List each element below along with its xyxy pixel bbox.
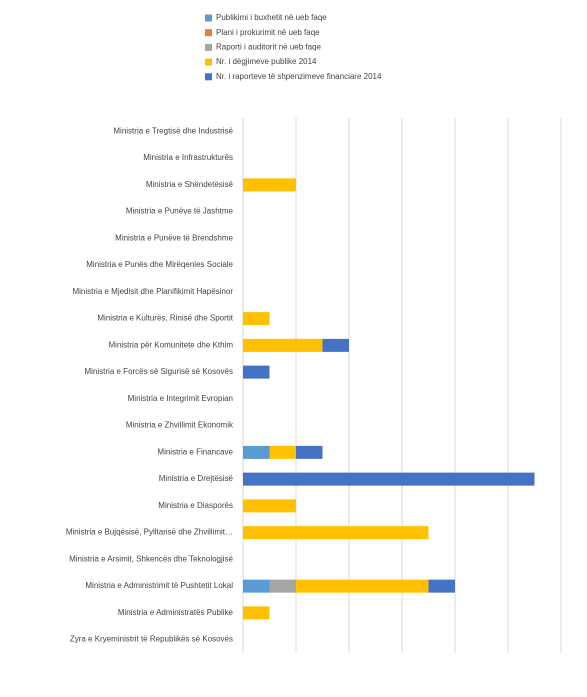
legend-swatch xyxy=(205,14,212,22)
bar-segment xyxy=(243,365,270,379)
legend-label: Nr. i dëgjimeve publike 2014 xyxy=(216,57,317,66)
y-tick-label: Ministria e Integrimit Evropian xyxy=(128,394,233,403)
y-tick-label: Ministria e Mjedisit dhe Planifikimit Ha… xyxy=(72,287,233,296)
bar-segment xyxy=(296,445,323,459)
legend-swatch xyxy=(205,58,212,66)
bar-segment xyxy=(243,526,429,540)
bar-segment xyxy=(296,579,429,593)
legend-swatch xyxy=(205,29,212,37)
bar-segment xyxy=(243,178,296,192)
y-tick-label: Ministria e Diasporës xyxy=(158,501,233,510)
y-tick-label: Ministria e Administrimit të Pushtetit L… xyxy=(85,581,233,590)
legend-label: Nr. i raporteve të shpenzimeve financiar… xyxy=(216,72,382,81)
y-tick-label: Zyra e Kryeministrit të Republikës së Ko… xyxy=(70,635,233,644)
bar-segment xyxy=(243,579,270,593)
legend-label: Raporti i auditorit në ueb faqe xyxy=(216,43,322,52)
y-tick-label: Ministria e Infrastrukturës xyxy=(143,153,233,162)
y-tick-label: Ministria e Arsimit, Shkencës dhe Teknol… xyxy=(69,554,233,563)
bar-segment xyxy=(243,312,270,326)
bar-segment xyxy=(243,606,270,620)
y-tick-label: Ministria e Punëve të Brendshme xyxy=(115,233,233,242)
y-tick-label: Ministria e Zhvillimit Ekonomik xyxy=(126,421,234,430)
y-tick-label: Ministria për Komunitete dhe Kthim xyxy=(109,340,234,349)
y-tick-label: Ministria e Forcës së Sigurisë së Kosovë… xyxy=(85,367,234,376)
y-tick-label: Ministria e Punëve të Jashtme xyxy=(126,207,234,216)
y-tick-label: Ministria e Financave xyxy=(157,447,233,456)
bar-segment xyxy=(243,338,323,352)
legend-swatch xyxy=(205,73,212,81)
bar-segment xyxy=(243,499,296,513)
y-tick-label: Ministria e Kulturës, Rinisë dhe Sportit xyxy=(97,314,233,323)
bar-segment xyxy=(269,445,296,459)
y-tick-label: Ministria e Shëndetësisë xyxy=(146,180,234,189)
bar-segment xyxy=(243,472,535,486)
bar-segment xyxy=(322,338,349,352)
y-tick-label: Ministria e Bujqësisë, Pylltarisë dhe Zh… xyxy=(66,528,233,537)
y-tick-label: Ministria e Drejtësisë xyxy=(159,474,234,483)
y-tick-label: Ministria e Punës dhe Mirëqenies Sociale xyxy=(86,260,233,269)
y-tick-label: Ministria e Administratës Publike xyxy=(118,608,234,617)
legend-label: Publikimi i buxhetit në ueb faqe xyxy=(216,13,327,22)
bar-segment xyxy=(269,579,296,593)
y-tick-label: Ministria e Tregtisë dhe Industrisë xyxy=(113,126,233,135)
bar-segment xyxy=(243,445,270,459)
bar-segment xyxy=(428,579,455,593)
legend-label: Plani i prokurimit në ueb faqe xyxy=(216,28,320,37)
legend-swatch xyxy=(205,43,212,51)
